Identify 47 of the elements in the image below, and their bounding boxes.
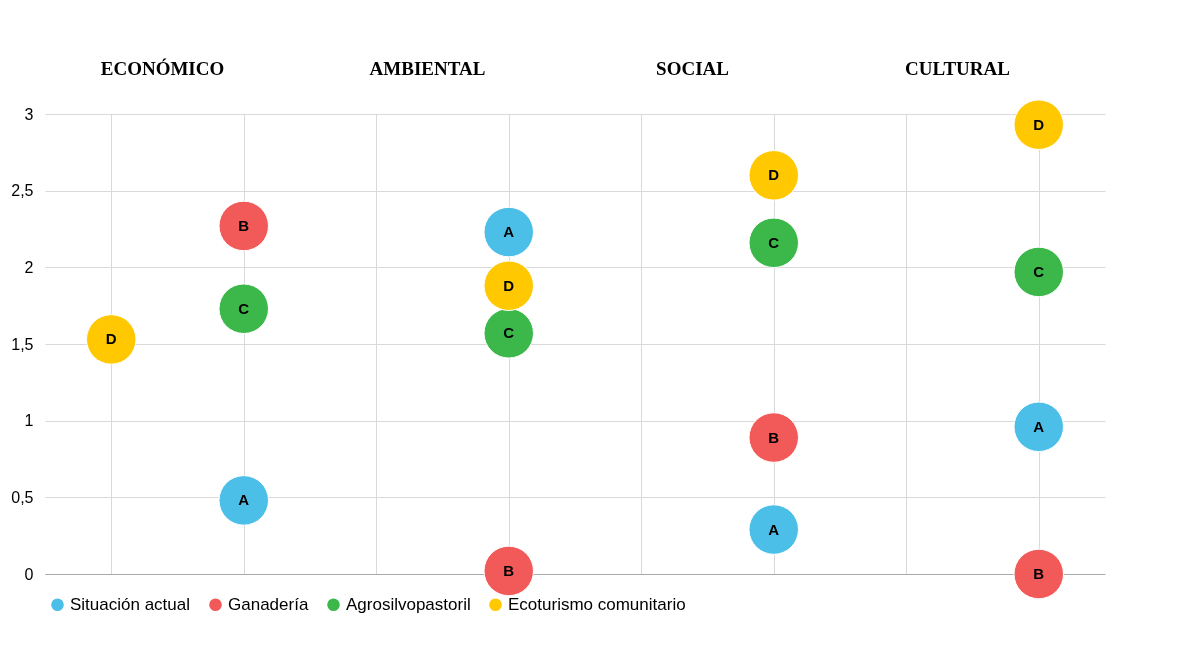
data-label: D [1033, 115, 1045, 133]
text: CULTURAL [905, 58, 1010, 79]
y-tick-label: 0 [24, 565, 34, 583]
point [748, 504, 799, 555]
legend-label: Situación actual [70, 594, 191, 614]
data-label: B [1033, 565, 1045, 582]
point [218, 283, 269, 334]
data-label: D [503, 276, 515, 294]
legend-label: Agrosilvopastoril [346, 594, 471, 614]
data-label: C [238, 299, 250, 317]
data-label: A [238, 491, 250, 509]
y-tick-label: 0,5 [11, 488, 34, 506]
text: AMBIENTAL [369, 58, 486, 79]
data-label: C [1033, 262, 1045, 280]
point [1013, 246, 1064, 298]
point [86, 314, 137, 365]
data-label: C [768, 233, 780, 251]
data-label: C [503, 324, 515, 342]
point [483, 206, 534, 258]
legend-label: Ganadería [228, 594, 309, 614]
point [483, 260, 534, 311]
y-tick-label: 2,5 [11, 182, 34, 200]
point [218, 200, 269, 252]
y-tick-label: 2 [24, 258, 34, 276]
point [1013, 401, 1064, 452]
data-label: B [503, 561, 515, 579]
point [483, 545, 534, 597]
point [1013, 99, 1064, 150]
point [748, 217, 799, 268]
data-label: D [768, 166, 780, 184]
point [483, 308, 534, 359]
point [748, 412, 799, 463]
text: ECONÓMICO [100, 58, 225, 79]
point [748, 150, 799, 201]
data-label: A [503, 223, 515, 241]
data-label: A [1033, 417, 1045, 435]
data-label: B [238, 216, 250, 234]
y-tick-label: 3 [24, 105, 34, 123]
data-label: A [768, 520, 780, 538]
legend-label: Ecoturismo comunitario [508, 594, 686, 614]
y-tick-label: 1,5 [11, 335, 34, 353]
y-tick-label: 1 [24, 412, 34, 430]
text: SOCIAL [656, 58, 729, 79]
data-label: B [768, 428, 780, 446]
data-label: D [105, 330, 117, 348]
point [1013, 548, 1064, 600]
point [218, 475, 269, 526]
